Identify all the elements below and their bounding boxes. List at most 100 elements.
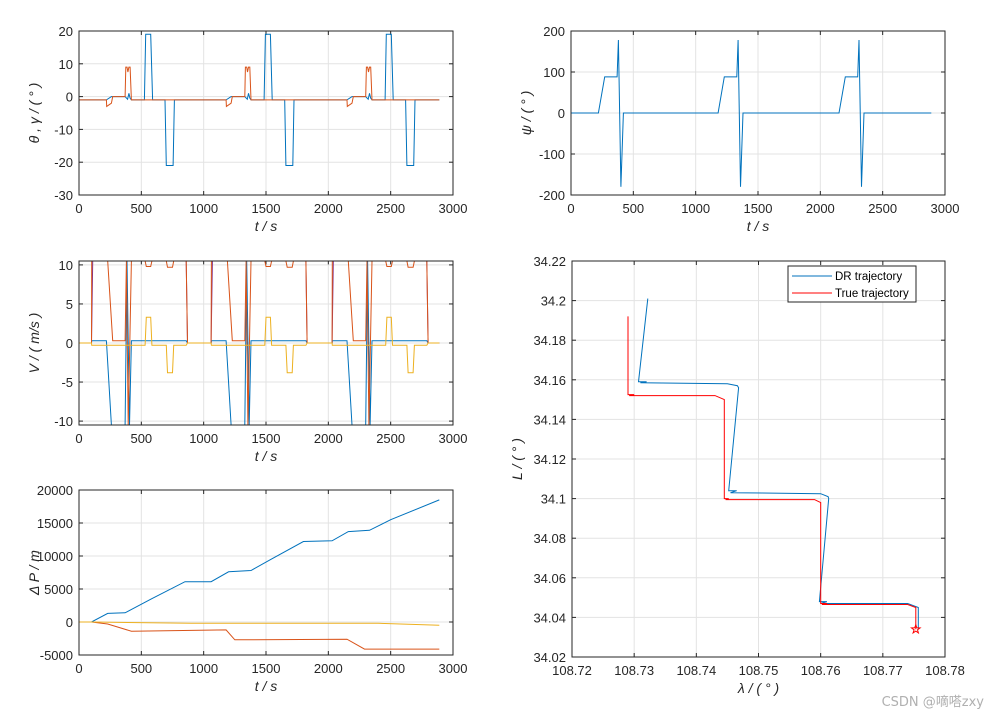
- subplot-2: 0 500 1000 1500 2000 2500 3000 -10 -5 0 5 10 t / s V …: [26, 258, 467, 464]
- x-tick-label: 2000: [314, 661, 343, 676]
- series-line-3: [79, 316, 440, 374]
- y-tick-label: 34.08: [533, 531, 566, 546]
- x-tick-label: 2500: [376, 661, 405, 676]
- y-tick-label: -5: [61, 375, 73, 390]
- x-tick-label: 500: [130, 661, 152, 676]
- x-tick-label: 2000: [314, 431, 343, 446]
- x-axis-label: t / s: [255, 448, 278, 464]
- y-tick-label: 0: [66, 615, 73, 630]
- axes-frame: [570, 30, 946, 196]
- x-tick-label: 3000: [439, 431, 468, 446]
- end-star-marker: [910, 623, 922, 635]
- axes-frame: [78, 489, 454, 656]
- series-line-0: [79, 499, 440, 623]
- legend-box: [787, 265, 917, 303]
- x-tick-label: 108.74: [676, 663, 716, 678]
- y-tick-label: 34.2: [541, 294, 566, 309]
- x-tick-label: 1500: [252, 661, 281, 676]
- x-tick-label: 108.73: [614, 663, 654, 678]
- series-group: [79, 261, 440, 425]
- x-tick-label: 108.76: [801, 663, 841, 678]
- x-tick-label: 108.77: [863, 663, 903, 678]
- x-tick-label: 1000: [189, 661, 218, 676]
- x-tick-label: 0: [75, 661, 82, 676]
- subplot-4: 108.72 108.73 108.74 108.75 108.76 108.77 108.…: [509, 254, 965, 696]
- x-axis-label: t / s: [255, 678, 278, 694]
- series-group: [79, 499, 440, 650]
- x-tick-label: 1500: [252, 201, 281, 216]
- y-tick-label: 10: [59, 258, 73, 273]
- x-tick-label: 2500: [868, 201, 897, 216]
- x-tick-label: 2500: [376, 431, 405, 446]
- y-tick-label: 0: [66, 336, 73, 351]
- legend: DR trajectory True trajectory: [787, 265, 917, 303]
- y-axis-label: Δ P / m: [26, 550, 42, 596]
- y-tick-label: 34.18: [533, 333, 566, 348]
- y-tick-label: 20000: [37, 483, 73, 498]
- y-tick-label: 34.1: [541, 492, 566, 507]
- y-tick-label: -20: [54, 155, 73, 170]
- x-tick-label: 1500: [252, 431, 281, 446]
- y-tick-label: 34.14: [533, 412, 566, 427]
- y-tick-label: 34.02: [533, 650, 566, 665]
- y-axis-label: θ , γ / ( ° ): [26, 83, 42, 144]
- axes-frame: [78, 30, 454, 196]
- series-line-2: [79, 621, 440, 626]
- subplot-3: 0 500 1000 1500 2000 2500 3000-500005000100001…: [26, 483, 467, 694]
- y-tick-label: -5000: [40, 648, 73, 663]
- y-tick-label: 34.16: [533, 373, 566, 388]
- x-tick-label: 1000: [189, 201, 218, 216]
- y-tick-label: -200: [539, 188, 565, 203]
- legend-label: DR trajectory: [835, 271, 902, 283]
- y-tick-label: 100: [543, 65, 565, 80]
- x-tick-label: 1500: [744, 201, 773, 216]
- y-tick-label: 20: [59, 24, 73, 39]
- x-tick-label: 108.72: [552, 663, 592, 678]
- y-tick-label: 0: [66, 90, 73, 105]
- x-tick-label: 3000: [931, 201, 960, 216]
- x-tick-label: 1000: [189, 431, 218, 446]
- subplot-0: 0 500 1000 1500 2000 2500 3000 -30 -20 -10 0 10 20 t …: [26, 24, 467, 234]
- y-tick-label: 34.04: [533, 610, 566, 625]
- x-tick-label: 500: [622, 201, 644, 216]
- y-tick-label: -30: [54, 188, 73, 203]
- series-line-1: [627, 316, 917, 630]
- series-line-0: [571, 39, 932, 187]
- legend-label: True trajectory: [835, 288, 909, 300]
- y-tick-label: -10: [54, 414, 73, 429]
- series-group: [627, 298, 922, 635]
- x-tick-label: 0: [75, 201, 82, 216]
- series-line-1: [79, 66, 440, 108]
- series-group: [79, 33, 440, 166]
- axes-frame: [571, 260, 946, 658]
- y-tick-label: 5: [66, 297, 73, 312]
- y-tick-label: 200: [543, 24, 565, 39]
- x-tick-label: 0: [567, 201, 574, 216]
- series-group: [571, 39, 932, 187]
- y-tick-label: -10: [54, 122, 73, 137]
- y-tick-label: 34.12: [533, 452, 566, 467]
- y-tick-label: 0: [558, 106, 565, 121]
- x-tick-label: 108.75: [739, 663, 779, 678]
- x-tick-label: 0: [75, 431, 82, 446]
- y-tick-label: 34.22: [533, 254, 566, 269]
- x-tick-label: 108.78: [925, 663, 965, 678]
- x-axis-label: λ / ( ° ): [737, 680, 779, 696]
- y-tick-label: 5000: [44, 582, 73, 597]
- y-tick-label: 34.06: [533, 571, 566, 586]
- y-tick-label: 15000: [37, 516, 73, 531]
- x-tick-label: 2000: [314, 201, 343, 216]
- x-tick-label: 3000: [439, 661, 468, 676]
- x-tick-label: 2500: [376, 201, 405, 216]
- axes-frame: [78, 260, 454, 426]
- y-tick-label: -100: [539, 147, 565, 162]
- y-tick-label: 10000: [37, 549, 73, 564]
- y-axis-label: L / ( ° ): [509, 438, 525, 480]
- x-tick-label: 1000: [681, 201, 710, 216]
- watermark: CSDN @嘀嗒zxy: [881, 695, 984, 710]
- y-axis-label: ψ / ( ° ): [518, 91, 534, 136]
- x-tick-label: 500: [130, 431, 152, 446]
- series-line-1: [79, 621, 440, 650]
- x-axis-label: t / s: [747, 218, 770, 234]
